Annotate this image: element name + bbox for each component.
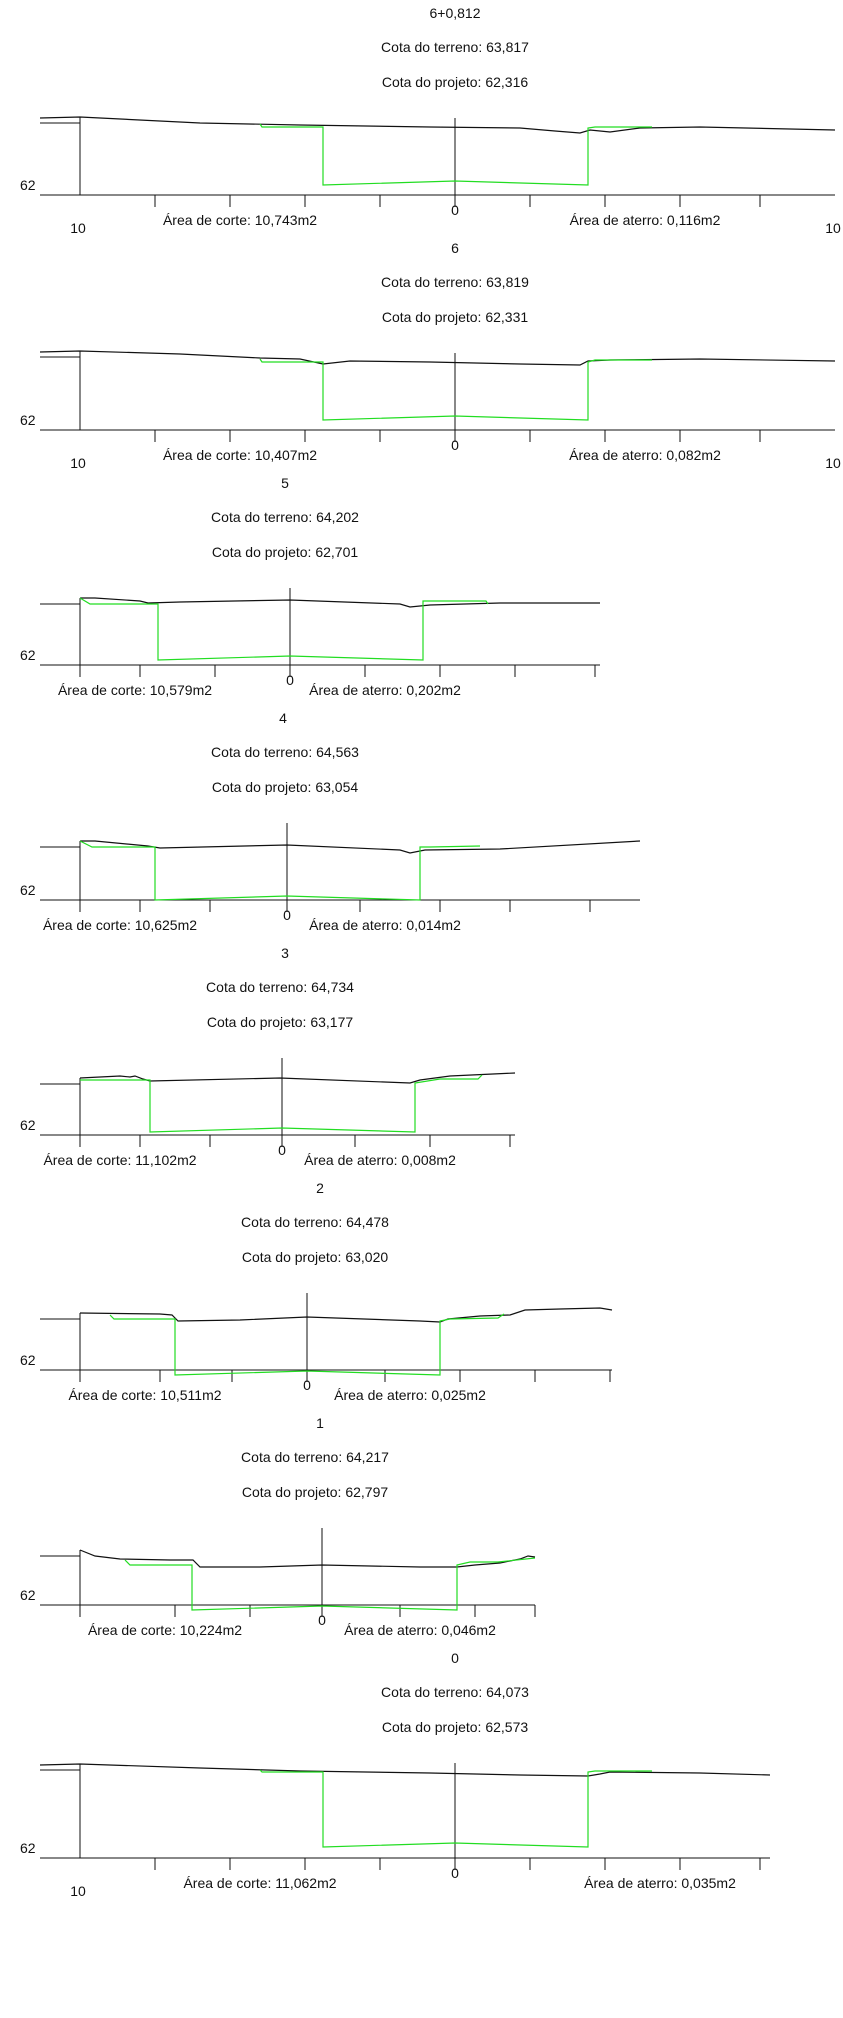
- station-label: 1: [316, 1415, 324, 1431]
- design-profile: [80, 1074, 483, 1133]
- cross-section-2: 2 Cota do terreno: 64,478 Cota do projeto:…: [20, 1180, 613, 1403]
- fill-area-label: Área de aterro: 0,008m2: [304, 1152, 456, 1168]
- elevation-reference-label: 62: [20, 412, 36, 428]
- terrain-profile: [80, 597, 600, 608]
- cut-area-label: Área de corte: 10,625m2: [43, 917, 197, 933]
- elevation-reference-label: 62: [20, 1587, 36, 1603]
- cross-section-6+0,812: 6+0,812 Cota do terreno: 63,817 Cota do pr…: [20, 5, 841, 236]
- centerline-label: 0: [318, 1612, 326, 1628]
- fill-area-label: Área de aterro: 0,025m2: [334, 1387, 486, 1403]
- fill-area-label: Área de aterro: 0,082m2: [569, 447, 721, 463]
- design-elevation-label: Cota do projeto: 62,701: [212, 544, 359, 560]
- station-label: 5: [281, 475, 289, 491]
- centerline-label: 0: [283, 907, 291, 923]
- elevation-reference-label: 62: [20, 1352, 36, 1368]
- fill-area-label: Área de aterro: 0,202m2: [309, 682, 461, 698]
- cut-area-label: Área de corte: 10,743m2: [163, 212, 317, 228]
- station-label: 3: [281, 945, 289, 961]
- design-profile: [109, 1313, 505, 1376]
- terrain-profile: [79, 1072, 516, 1084]
- station-label: 6+0,812: [430, 5, 481, 21]
- elevation-reference-label: 62: [20, 1840, 36, 1856]
- fill-area-label: Área de aterro: 0,014m2: [309, 917, 461, 933]
- elevation-reference-label: 62: [20, 647, 36, 663]
- terrain-elevation-label: Cota do terreno: 64,073: [381, 1684, 529, 1700]
- elevation-reference-label: 62: [20, 882, 36, 898]
- design-elevation-label: Cota do projeto: 62,316: [382, 74, 529, 90]
- cross-section-6: 6 Cota do terreno: 63,819 Cota do projeto:…: [20, 240, 841, 471]
- centerline-label: 0: [286, 672, 294, 688]
- cut-area-label: Área de corte: 10,224m2: [88, 1622, 242, 1638]
- centerline-label: 0: [451, 437, 459, 453]
- left-offset-label: 10: [70, 1883, 86, 1899]
- centerline-label: 0: [278, 1142, 286, 1158]
- cross-section-5: 5 Cota do terreno: 64,202 Cota do projeto:…: [20, 475, 600, 698]
- design-elevation-label: Cota do projeto: 62,797: [242, 1484, 389, 1500]
- cross-section-0: 0 Cota do terreno: 64,073 Cota do projeto:…: [20, 1650, 771, 1899]
- right-offset-label: 10: [825, 455, 841, 471]
- terrain-elevation-label: Cota do terreno: 64,202: [211, 509, 359, 525]
- design-elevation-label: Cota do projeto: 62,331: [382, 309, 529, 325]
- elevation-reference-label: 62: [20, 1117, 36, 1133]
- terrain-elevation-label: Cota do terreno: 63,817: [381, 39, 529, 55]
- centerline-label: 0: [303, 1377, 311, 1393]
- cut-area-label: Área de corte: 10,511m2: [68, 1387, 221, 1403]
- design-elevation-label: Cota do projeto: 62,573: [382, 1719, 529, 1735]
- terrain-elevation-label: Cota do terreno: 64,734: [206, 979, 354, 995]
- centerline-label: 0: [451, 202, 459, 218]
- terrain-elevation-label: Cota do terreno: 64,563: [211, 744, 359, 760]
- terrain-profile: [39, 116, 836, 134]
- cut-area-label: Área de corte: 10,579m2: [58, 682, 212, 698]
- terrain-profile: [39, 350, 836, 366]
- design-elevation-label: Cota do projeto: 63,177: [207, 1014, 354, 1030]
- station-label: 4: [279, 710, 287, 726]
- left-offset-label: 10: [70, 455, 86, 471]
- cut-area-label: Área de corte: 11,102m2: [43, 1152, 196, 1168]
- design-profile: [259, 123, 652, 186]
- design-elevation-label: Cota do projeto: 63,054: [212, 779, 359, 795]
- terrain-profile: [80, 840, 641, 854]
- terrain-profile: [79, 1307, 613, 1323]
- terrain-profile: [39, 1763, 771, 1777]
- station-label: 2: [316, 1180, 324, 1196]
- left-offset-label: 10: [70, 220, 86, 236]
- station-label: 0: [451, 1650, 459, 1666]
- elevation-reference-label: 62: [20, 177, 36, 193]
- centerline-label: 0: [451, 1865, 459, 1881]
- right-offset-label: 10: [825, 220, 841, 236]
- cut-area-label: Área de corte: 11,062m2: [183, 1875, 336, 1891]
- design-profile: [79, 597, 489, 661]
- design-profile: [79, 840, 481, 901]
- fill-area-label: Área de aterro: 0,116m2: [570, 212, 721, 228]
- cross-section-4: 4 Cota do terreno: 64,563 Cota do projeto:…: [20, 710, 641, 933]
- terrain-elevation-label: Cota do terreno: 64,478: [241, 1214, 389, 1230]
- fill-area-label: Área de aterro: 0,035m2: [584, 1875, 736, 1891]
- cross-section-3: 3 Cota do terreno: 64,734 Cota do projeto:…: [20, 945, 516, 1168]
- fill-area-label: Área de aterro: 0,046m2: [344, 1622, 496, 1638]
- design-profile: [259, 358, 652, 421]
- station-label: 6: [451, 240, 459, 256]
- terrain-elevation-label: Cota do terreno: 64,217: [241, 1449, 389, 1465]
- terrain-elevation-label: Cota do terreno: 63,819: [381, 274, 529, 290]
- cross-section-1: 1 Cota do terreno: 64,217 Cota do projeto:…: [20, 1415, 536, 1638]
- design-profile: [259, 1769, 652, 1848]
- cut-area-label: Área de corte: 10,407m2: [163, 447, 317, 463]
- design-elevation-label: Cota do projeto: 63,020: [242, 1249, 389, 1265]
- design-profile: [124, 1557, 536, 1611]
